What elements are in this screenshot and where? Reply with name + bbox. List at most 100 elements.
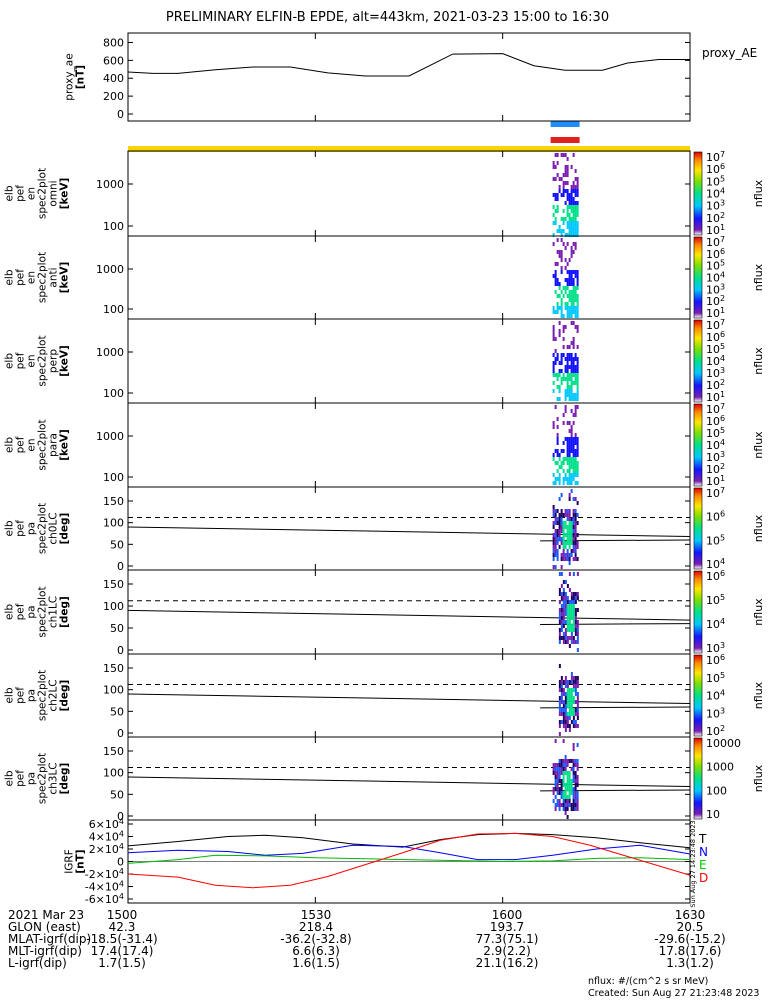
spectrogram-cell-ch3LC [554,771,557,775]
spectrogram-cell-ch3LC [570,759,573,763]
spectrogram-cell-perp [560,357,563,361]
spectrogram-cell-ch1LC [570,632,573,636]
spectrogram-cell-omni [562,221,565,225]
spectrogram-cell-omni [574,169,577,173]
panel-ylabel-ch1LC: pef [15,603,27,620]
spectrogram-cell-para [556,469,559,473]
spectrogram-cell-anti [556,310,559,314]
spectrogram-cell-ch3LC [558,803,561,807]
spectrogram-cell-ch2LC [576,704,579,708]
spectrogram-cell-anti [560,270,563,274]
spectrogram-cell-perp [558,361,561,365]
spectrogram-cell-omni [572,217,575,221]
ytick-label-igrf: -4×104 [85,880,124,894]
spectrogram-cell-para [572,457,575,461]
panel-ylabel-para: [keV] [59,429,71,461]
orbit-row-value: 1500 [106,908,138,922]
spectrogram-cell-perp [576,365,579,369]
spectrogram-cell-perp [556,357,559,361]
spectrogram-cell-perp [552,369,555,373]
spectrogram-cell-omni [576,181,579,185]
spectrogram-cell-anti [568,290,571,294]
panel-ylabel-ch3LC: ch3LC [48,762,60,794]
spectrogram-cell-anti [560,310,563,314]
spectrogram-cell-ch0LC [568,497,571,501]
spectrogram-cell-ch3LC [554,787,557,791]
spectrogram-cell-anti [564,302,567,306]
spectrogram-cell-omni [570,205,573,209]
spectrogram-cell-omni [562,209,565,213]
spectrogram-cell-ch0LC [558,545,561,549]
spectrogram-cell-ch3LC [576,763,579,767]
spectrogram-cell-perp [566,377,569,381]
spectrogram-cell-ch1LC [574,628,577,632]
ytick-label-proxy_ae: 600 [103,54,124,67]
spectrogram-cell-para [570,461,573,465]
spectrogram-cell-anti [560,250,563,254]
spectrogram-cell-ch1LC [568,572,571,576]
spectrogram-cell-omni [574,229,577,233]
spectrogram-cell-ch3LC [556,779,559,783]
spectrogram-cell-ch3LC [572,775,575,779]
spectrogram-cell-omni [570,197,573,201]
spectrogram-cell-ch1LC [576,636,579,640]
spectrogram-cell-ch1LC [576,596,579,600]
colorbar-tick-omni: 103 [706,199,725,213]
spectrogram-cell-ch0LC [568,513,571,517]
orbit-row-value: 2.9(2.2) [483,944,531,958]
spectrogram-cell-ch0LC [570,549,573,553]
spectrogram-cell-ch1LC [558,572,561,576]
spectrogram-cell-ch0LC [572,545,575,549]
spectrogram-cell-ch3LC [562,799,565,803]
spectrogram-cell-ch0LC [552,509,555,513]
spectrogram-cell-ch0LC [558,537,561,541]
spectrogram-cell-ch1LC [576,632,579,636]
colorbar-ch2LC [693,654,703,737]
panel-frame-proxy_ae [127,32,691,122]
spectrogram-cell-ch1LC [572,596,575,600]
spectrogram-cell-omni [570,233,573,237]
spectrogram-cell-ch3LC [564,795,567,799]
spectrogram-cell-omni [572,209,575,213]
spectrogram-cell-ch1LC [570,636,573,640]
spectrogram-cell-ch2LC [562,680,565,684]
spectrogram-cell-ch2LC [574,724,577,728]
spectrogram-cell-ch3LC [562,775,565,779]
spectrogram-cell-ch0LC [574,553,577,557]
spectrogram-cell-ch1LC [562,608,565,612]
colorbar-label-ch2LC: nflux [752,681,765,709]
spectrogram-cell-omni [570,165,573,169]
ytick-label-anti: 100 [103,303,124,316]
spectrogram-cell-ch3LC [558,775,561,779]
spectrogram-cell-ch1LC [562,592,565,596]
spectrogram-cell-omni [554,177,557,181]
spectrogram-cell-ch3LC [570,779,573,783]
ytick-label-ch2LC: 50 [110,705,124,718]
spectrogram-cell-ch2LC [576,676,579,680]
spectrogram-cell-ch1LC [566,612,569,616]
spectrogram-cell-para [570,433,573,437]
colorbar-tick-omni: 107 [706,150,725,164]
spectrogram-cell-ch3LC [560,791,563,795]
spectrogram-cell-anti [572,306,575,310]
units-note: nflux: #/(cm^2 s sr MeV) [588,976,709,987]
spectrogram-cell-omni [576,193,579,197]
spectrogram-cell-ch2LC [558,704,561,708]
spectrogram-cell-anti [554,270,557,274]
spectrogram-cell-ch2LC [576,692,579,696]
spectrogram-cell-omni [566,213,569,217]
spectrogram-cell-para [552,473,555,477]
spectrogram-cell-para [568,429,571,433]
spectrogram-cell-ch3LC [574,783,577,787]
spectrogram-cell-para [560,461,563,465]
figure-title: PRELIMINARY ELFIN-B EPDE, alt=443km, 202… [165,10,610,25]
spectrogram-cell-perp [562,337,565,341]
spectrogram-cell-anti [554,278,557,282]
spectrogram-cell-ch0LC [562,557,565,561]
spectrogram-cell-para [574,473,577,477]
spectrogram-cell-ch3LC [560,767,563,771]
spectrogram-cell-para [558,477,561,481]
spectrogram-cell-ch3LC [556,803,559,807]
spectrogram-cell-anti [558,306,561,310]
spectrogram-cell-ch2LC [576,700,579,704]
